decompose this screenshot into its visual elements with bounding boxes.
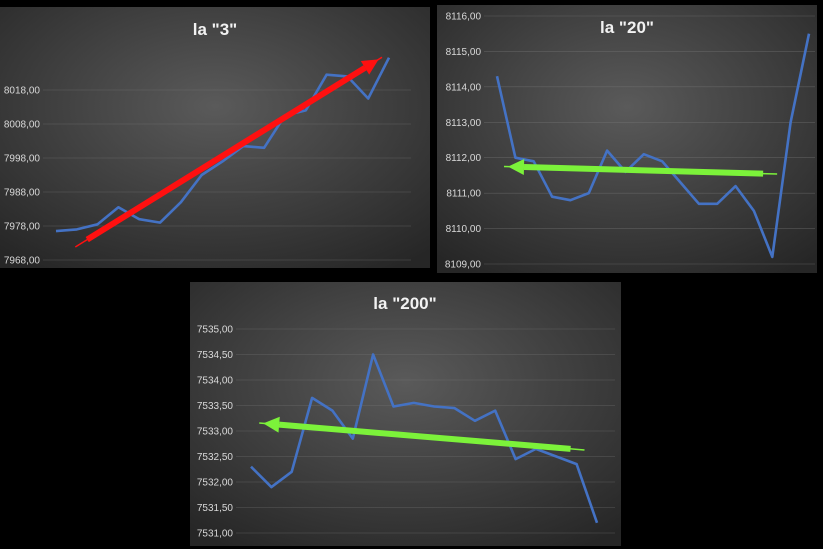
y-tick-label: 8116,00 [446,12,482,23]
chart-title: la "200" [373,294,436,313]
y-tick-label: 8113,00 [446,118,482,129]
y-tick-label: 8114,00 [446,82,482,93]
y-tick-label: 7978,00 [4,222,41,233]
y-tick-label: 7998,00 [4,154,41,165]
series-line [250,353,599,524]
y-tick-label: 8018,00 [4,86,41,97]
chart-background [190,282,621,546]
y-tick-label: 7535,00 [197,325,234,336]
chart-panel-3: 7968,00 7978,00 7988,00 7998,00 8008,00 8018,… [0,7,430,268]
y-tick-label: 7533,50 [197,401,234,412]
chart-title: la "20" [600,18,654,37]
chart-20: 8109,00 8110,00 8111,00 8112,00 8113,00 8114,… [437,5,817,273]
chart-panel-200: 7531,00 7531,50 7532,00 7532,50 7533,00 7533,… [190,282,621,546]
chart-background [437,5,817,273]
y-tick-label: 8111,00 [446,189,481,200]
y-tick-label: 7531,00 [197,529,234,540]
y-tick-label: 8112,00 [446,153,482,164]
y-tick-label: 7532,00 [197,478,234,489]
chart-title: la "3" [193,20,237,39]
trend-arrow [259,416,585,452]
y-tick-label: 7532,50 [197,452,234,463]
chart-3: 7968,00 7978,00 7988,00 7998,00 8008,00 8018,… [0,7,430,268]
y-tick-label: 7531,50 [197,503,234,514]
chart-200: 7531,00 7531,50 7532,00 7532,50 7533,00 7533,… [190,282,621,546]
trend-arrow [74,56,383,248]
y-tick-label: 7534,00 [197,376,234,387]
y-tick-label: 7988,00 [4,188,41,199]
chart-background [0,7,430,268]
y-tick-label: 7534,50 [197,350,234,361]
y-tick-label: 8115,00 [446,47,482,58]
y-tick-label: 8110,00 [446,224,482,235]
y-tick-label: 7533,00 [197,427,234,438]
series-line [495,33,811,259]
chart-panel-20: 8109,00 8110,00 8111,00 8112,00 8113,00 8114,… [437,5,817,273]
y-tick-label: 8008,00 [4,120,41,131]
y-tick-label: 7968,00 [4,256,41,267]
y-tick-label: 8109,00 [445,260,482,271]
trend-arrow [503,159,778,177]
